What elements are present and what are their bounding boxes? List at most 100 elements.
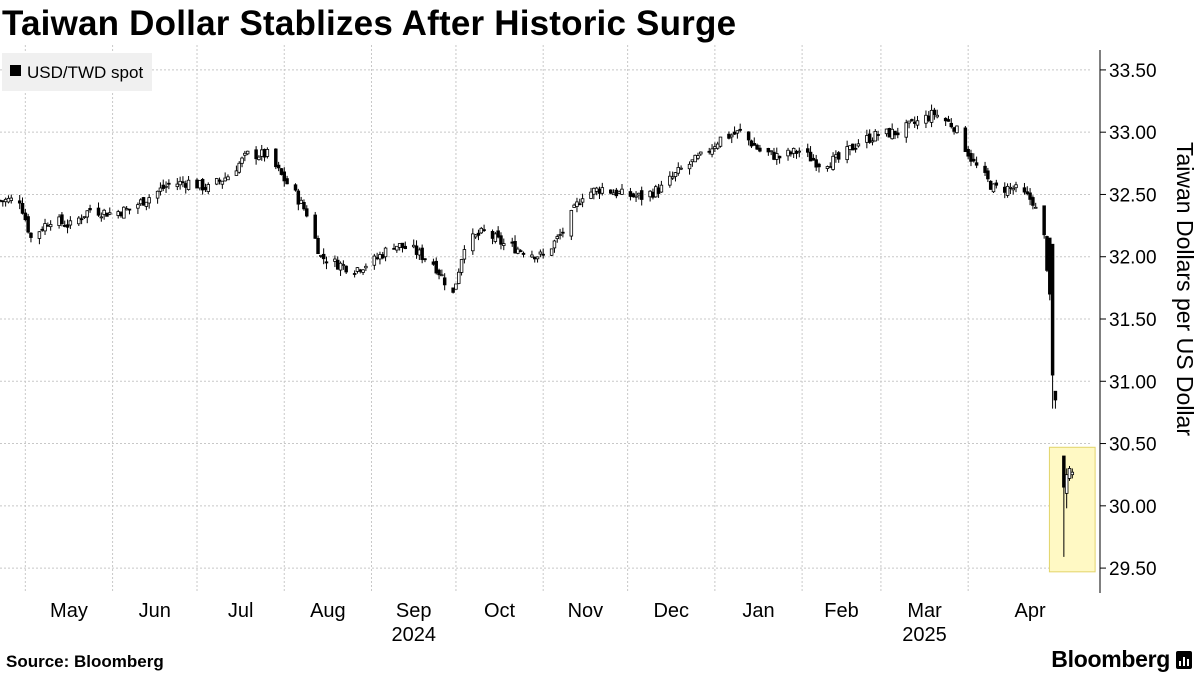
- candle: [37, 231, 42, 245]
- candle: [395, 245, 399, 253]
- candle: [138, 198, 143, 206]
- candle: [538, 249, 543, 258]
- candle: [589, 187, 593, 200]
- candle-body: [457, 271, 461, 284]
- candle: [600, 182, 605, 196]
- candle: [955, 125, 959, 134]
- candle-body: [184, 183, 188, 188]
- candle-body: [383, 247, 388, 258]
- candle-body: [423, 258, 427, 261]
- candle: [929, 104, 934, 128]
- candle: [206, 182, 211, 195]
- candle-body: [262, 148, 267, 158]
- candle-body: [907, 120, 911, 124]
- candle-body: [561, 231, 565, 234]
- candle: [617, 190, 621, 195]
- candle: [718, 136, 723, 148]
- candle-body: [333, 258, 337, 262]
- candle: [848, 145, 852, 156]
- candle-body: [364, 265, 368, 269]
- legend-label: USD/TWD spot: [27, 63, 143, 82]
- candle-body: [496, 230, 500, 238]
- candle-body: [102, 209, 106, 215]
- candle: [462, 245, 467, 264]
- candle-body: [77, 217, 81, 225]
- candle: [186, 176, 191, 191]
- candle: [119, 211, 123, 218]
- candle: [789, 150, 793, 157]
- candle-body: [1022, 187, 1027, 193]
- candle-body: [851, 143, 855, 151]
- candle: [687, 161, 692, 175]
- candle-body: [200, 179, 205, 191]
- candle: [144, 201, 149, 211]
- candle-body: [659, 184, 664, 193]
- candle-body: [397, 243, 402, 248]
- candle-body: [82, 216, 87, 219]
- candle-body: [530, 254, 534, 258]
- candle-body: [293, 184, 298, 191]
- candle: [20, 197, 25, 215]
- candle: [60, 212, 64, 227]
- candle-body: [9, 197, 13, 201]
- candle: [907, 120, 911, 129]
- candle: [279, 168, 284, 176]
- candle: [203, 183, 208, 192]
- candle-body: [777, 155, 782, 159]
- candle-body: [533, 256, 537, 260]
- candle-body: [499, 235, 503, 245]
- candle: [851, 143, 855, 151]
- candle: [234, 165, 239, 176]
- candle: [1, 200, 5, 207]
- y-axis-label: Taiwan Dollars per US Dollar: [1172, 142, 1198, 436]
- candle-body: [285, 178, 289, 185]
- candle: [676, 162, 681, 176]
- x-axis-ticks: May Jun Jul Aug Sep Oct Nov Dec Jan Feb Mar Apr 2024…: [50, 600, 1046, 646]
- candle-body: [29, 232, 33, 238]
- candle: [924, 110, 928, 129]
- candle-body: [834, 154, 838, 158]
- candle-body: [141, 197, 146, 206]
- candle: [1014, 181, 1018, 193]
- candle: [3, 197, 8, 207]
- candle: [420, 244, 424, 264]
- candle-body: [594, 187, 599, 192]
- candle-body: [186, 179, 191, 190]
- candle: [755, 143, 759, 151]
- candle-body: [6, 197, 11, 203]
- candle: [1031, 195, 1035, 210]
- candle-body: [927, 115, 931, 121]
- candle-body: [62, 224, 67, 227]
- candle: [29, 232, 33, 243]
- candle-body: [240, 157, 244, 164]
- candle: [654, 184, 658, 198]
- candle: [749, 139, 754, 149]
- candle: [797, 147, 802, 158]
- candle-body: [282, 171, 286, 182]
- candle: [713, 142, 717, 152]
- candle-body: [797, 150, 802, 153]
- candle: [904, 119, 908, 143]
- candle-body: [929, 109, 934, 123]
- candle-body: [395, 245, 399, 251]
- candle: [608, 189, 613, 195]
- candle-body: [668, 175, 672, 186]
- candle: [274, 148, 278, 170]
- candle: [48, 220, 53, 231]
- candle-body: [1070, 471, 1075, 476]
- candle-body: [904, 122, 908, 138]
- candle: [6, 195, 11, 204]
- candle-body: [60, 214, 64, 225]
- candle: [417, 247, 422, 260]
- candle: [141, 196, 146, 206]
- candle-body: [786, 149, 790, 157]
- candle-body: [420, 247, 424, 260]
- candle: [372, 253, 377, 270]
- candle: [178, 176, 182, 190]
- candle: [735, 130, 740, 139]
- candle-body: [749, 140, 754, 147]
- candle-body: [440, 274, 444, 277]
- candle: [124, 206, 129, 211]
- candle-body: [656, 187, 661, 194]
- candle-body: [417, 249, 422, 256]
